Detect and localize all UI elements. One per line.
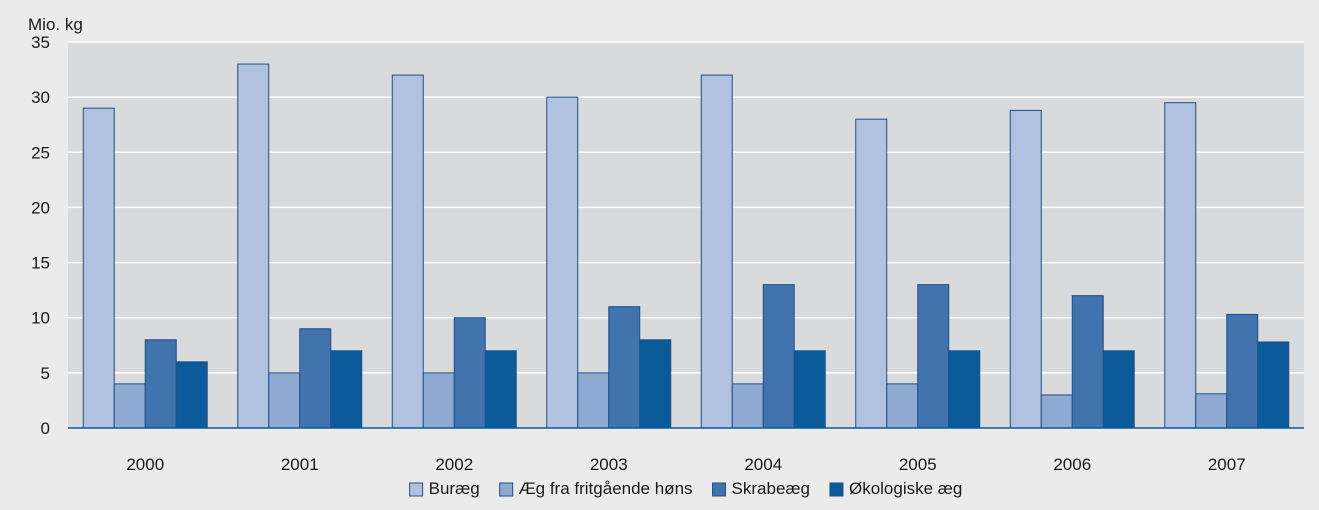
bar	[237, 63, 270, 429]
bar	[1195, 393, 1228, 429]
bar	[700, 74, 733, 429]
bar	[330, 350, 363, 429]
x-tick-label: 2006	[1053, 455, 1091, 474]
y-tick-label: 5	[41, 364, 50, 383]
y-tick-label: 0	[41, 419, 50, 438]
y-axis-unit-label: Mio. kg	[28, 15, 83, 34]
bar	[886, 383, 919, 429]
bar	[577, 372, 610, 429]
bar	[175, 361, 208, 429]
legend-label: Skrabeæg	[732, 479, 810, 498]
bar	[1040, 394, 1073, 429]
bar	[268, 372, 301, 429]
bar	[484, 350, 517, 429]
bar	[391, 74, 424, 429]
bar	[1071, 295, 1104, 429]
y-tick-label: 30	[31, 88, 50, 107]
y-tick-label: 25	[31, 143, 50, 162]
bar	[1226, 313, 1259, 429]
bar	[793, 350, 826, 429]
bar	[1164, 102, 1197, 429]
legend: Buræg Æg fra fritgående høns Skrabeæg Økolo…	[409, 479, 962, 498]
legend-swatch	[829, 482, 844, 497]
bar	[1257, 341, 1290, 429]
bar	[299, 328, 332, 429]
x-tick-label: 2007	[1208, 455, 1246, 474]
bar	[546, 96, 579, 429]
bar	[731, 383, 764, 429]
bar	[453, 317, 486, 429]
bar	[639, 339, 672, 429]
y-axis-ticks: 0 5 10 15 20 25 30 35	[31, 33, 50, 438]
bar	[917, 284, 950, 429]
x-axis-ticks: 2000 2001 2002 2003 2004 2005 2006 2007	[126, 455, 1245, 474]
bar	[1102, 350, 1135, 429]
bar	[948, 350, 981, 429]
x-tick-label: 2004	[744, 455, 782, 474]
x-tick-label: 2003	[590, 455, 628, 474]
y-tick-label: 15	[31, 254, 50, 273]
bar	[113, 383, 146, 429]
bars	[82, 63, 1290, 429]
bar	[855, 118, 888, 429]
bar	[82, 107, 115, 429]
x-tick-label: 2001	[281, 455, 319, 474]
x-tick-label: 2002	[435, 455, 473, 474]
legend-swatch	[712, 482, 727, 497]
legend-label: Æg fra fritgående høns	[519, 479, 693, 498]
y-tick-label: 20	[31, 198, 50, 217]
y-tick-label: 35	[31, 33, 50, 52]
bar	[762, 284, 795, 429]
legend-swatch	[409, 482, 424, 497]
legend-swatch	[499, 482, 514, 497]
x-tick-label: 2005	[899, 455, 937, 474]
legend-label: Buræg	[429, 479, 480, 498]
x-tick-label: 2000	[126, 455, 164, 474]
bar	[422, 372, 455, 429]
legend-label: Økologiske æg	[849, 479, 962, 498]
bar	[144, 339, 177, 429]
bar	[608, 306, 641, 429]
y-tick-label: 10	[31, 309, 50, 328]
bar	[1009, 109, 1042, 429]
